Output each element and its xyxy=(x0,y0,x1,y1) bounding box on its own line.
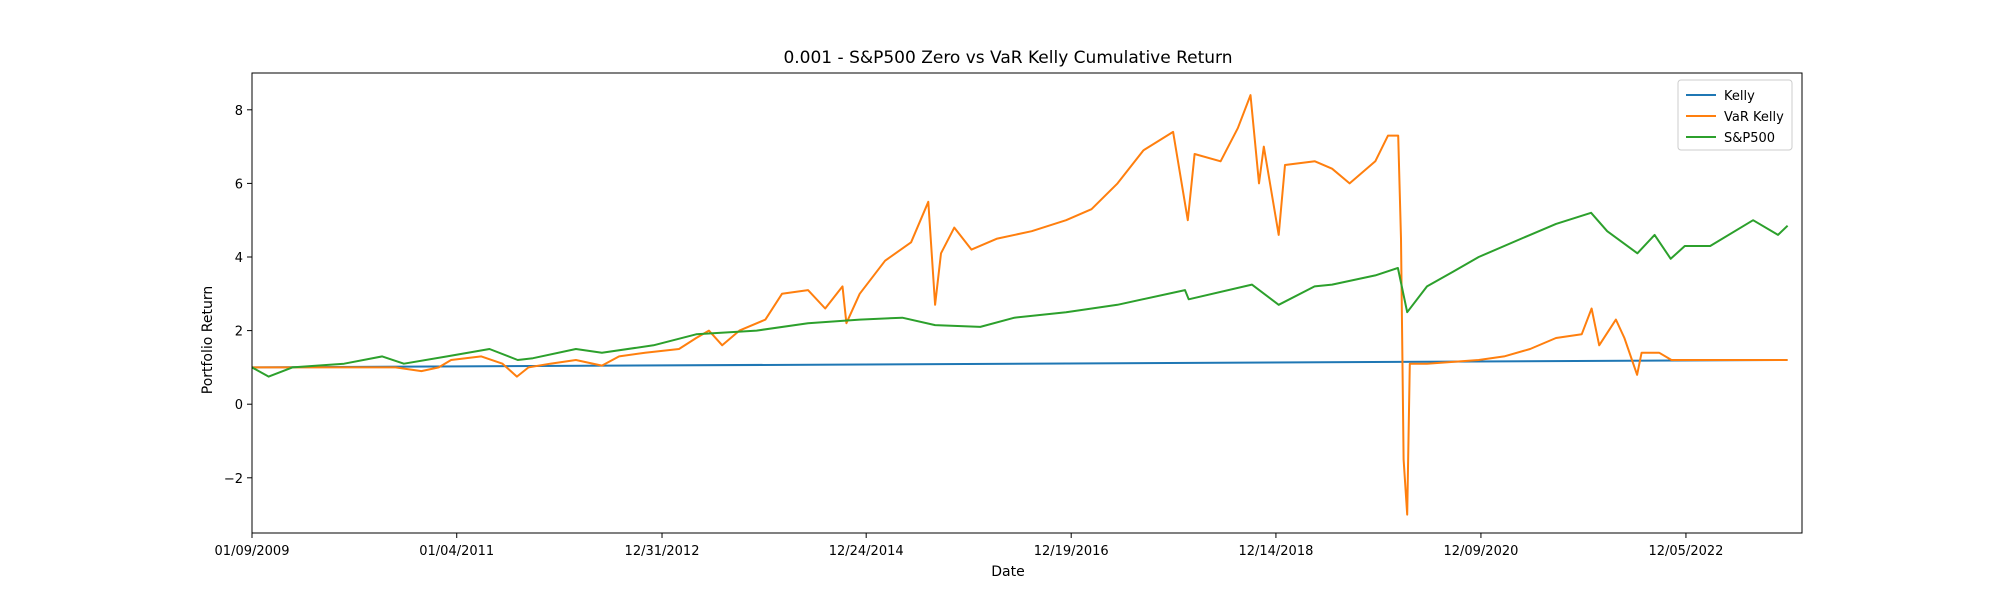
x-tick-label: 12/14/2018 xyxy=(1238,544,1313,559)
series-line-2 xyxy=(252,211,1789,378)
y-tick-label: −2 xyxy=(224,472,243,487)
plot-area xyxy=(252,94,1789,516)
series-line-1 xyxy=(252,94,1788,516)
x-tick-label: 01/09/2009 xyxy=(215,544,290,559)
y-tick-label: 4 xyxy=(235,251,243,266)
legend-box xyxy=(1677,79,1793,151)
chart-title: 0.001 - S&P500 Zero vs VaR Kelly Cumulat… xyxy=(783,48,1232,68)
legend-label: VaR Kelly xyxy=(1724,110,1784,125)
legend-label: Kelly xyxy=(1724,89,1755,104)
legend: Kelly VaR Kelly S&P500 xyxy=(1677,79,1793,151)
x-axis-label: Date xyxy=(991,564,1024,580)
x-axis: 01/09/2009 01/04/2011 12/31/2012 12/24/2014… xyxy=(215,533,1723,559)
y-tick-label: 8 xyxy=(235,104,243,119)
x-tick-label: 12/09/2020 xyxy=(1443,544,1518,559)
legend-label: S&P500 xyxy=(1724,131,1775,146)
y-tick-label: 0 xyxy=(235,398,243,413)
plot-frame xyxy=(251,72,1803,534)
x-tick-label: 12/31/2012 xyxy=(625,544,700,559)
x-tick-label: 12/19/2016 xyxy=(1034,544,1109,559)
x-tick-label: 12/05/2022 xyxy=(1648,544,1723,559)
x-tick-label: 01/04/2011 xyxy=(419,544,494,559)
series-line-0 xyxy=(252,359,1788,369)
y-axis: −2 0 2 4 6 8 xyxy=(224,104,252,487)
y-tick-label: 2 xyxy=(235,325,243,340)
y-tick-label: 6 xyxy=(235,177,243,192)
x-tick-label: 12/24/2014 xyxy=(829,544,904,559)
y-axis-label: Portfolio Return xyxy=(200,286,216,395)
